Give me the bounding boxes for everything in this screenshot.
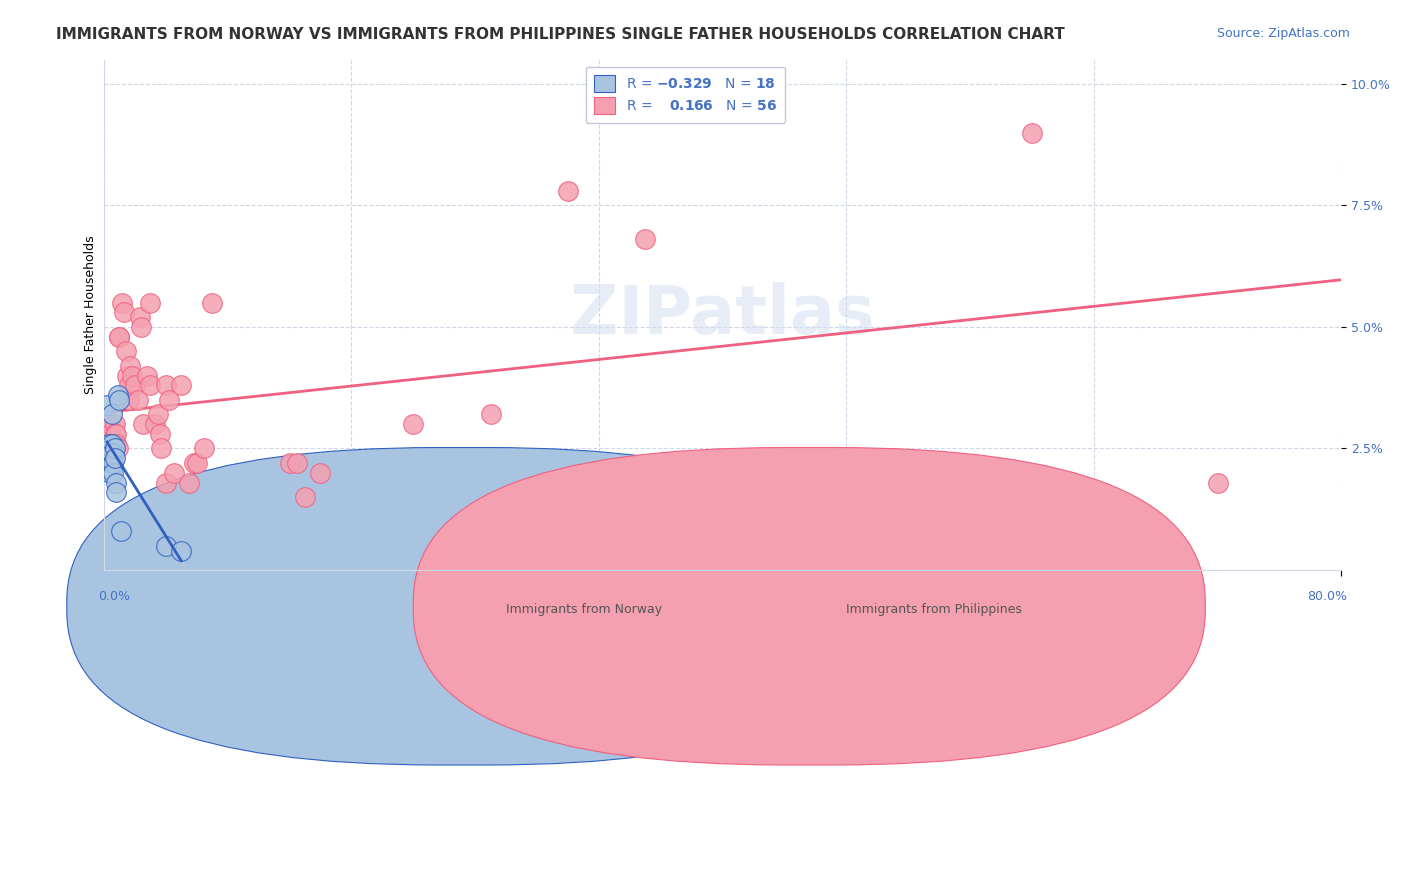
Point	[1206, 475, 1229, 490]
Point	[136, 368, 159, 383]
Point	[127, 392, 149, 407]
Point	[121, 368, 143, 383]
Point	[139, 295, 162, 310]
Point	[118, 392, 141, 407]
Point	[98, 417, 121, 432]
Point	[107, 442, 129, 456]
Point	[183, 456, 205, 470]
Point	[103, 456, 125, 470]
Point	[103, 456, 125, 470]
Point	[177, 475, 200, 490]
Point	[170, 378, 193, 392]
Point	[155, 378, 177, 392]
Point	[186, 456, 208, 470]
Point	[285, 456, 308, 470]
Point	[104, 417, 127, 432]
Text: Immigrants from Norway: Immigrants from Norway	[506, 603, 662, 616]
Point	[110, 524, 132, 538]
Point	[162, 466, 184, 480]
Point	[96, 398, 118, 412]
Point	[100, 436, 122, 450]
Point	[105, 485, 128, 500]
Point	[105, 475, 128, 490]
Point	[128, 310, 150, 325]
Point	[98, 466, 121, 480]
Point	[157, 392, 180, 407]
Point	[143, 417, 166, 432]
Point	[634, 232, 657, 246]
Point	[100, 442, 122, 456]
Legend: R = $\mathbf{-0.329}$   N = $\mathbf{18}$, R =    $\mathbf{0.166}$   N = $\mathb: R = $\mathbf{-0.329}$ N = $\mathbf{18}$,…	[586, 67, 786, 123]
Point	[103, 442, 125, 456]
Point	[114, 344, 136, 359]
Point	[96, 436, 118, 450]
Point	[309, 466, 332, 480]
Point	[108, 329, 131, 343]
Point	[170, 543, 193, 558]
Point	[105, 426, 128, 441]
Point	[100, 446, 122, 460]
Point	[129, 320, 152, 334]
Point	[131, 417, 153, 432]
Point	[149, 426, 172, 441]
Point	[105, 436, 128, 450]
Point	[557, 184, 579, 198]
Point	[100, 436, 122, 450]
Y-axis label: Single Father Households: Single Father Households	[84, 235, 97, 394]
Point	[97, 436, 120, 450]
Point	[118, 378, 141, 392]
Point	[108, 392, 131, 407]
Point	[115, 368, 138, 383]
Text: Immigrants from Philippines: Immigrants from Philippines	[846, 603, 1022, 616]
Point	[124, 378, 146, 392]
Point	[112, 305, 135, 319]
FancyBboxPatch shape	[67, 448, 859, 765]
Point	[278, 456, 301, 470]
Point	[103, 466, 125, 480]
Point	[111, 295, 134, 310]
Point	[150, 442, 173, 456]
Point	[98, 456, 121, 470]
Point	[294, 490, 316, 504]
Point	[139, 378, 162, 392]
Text: IMMIGRANTS FROM NORWAY VS IMMIGRANTS FROM PHILIPPINES SINGLE FATHER HOUSEHOLDS C: IMMIGRANTS FROM NORWAY VS IMMIGRANTS FRO…	[56, 27, 1064, 42]
Point	[97, 442, 120, 456]
Point	[155, 475, 177, 490]
Point	[402, 417, 425, 432]
FancyBboxPatch shape	[413, 448, 1205, 765]
Point	[1021, 126, 1043, 140]
Point	[100, 408, 122, 422]
Point	[107, 388, 129, 402]
Point	[98, 426, 121, 441]
Text: Source: ZipAtlas.com: Source: ZipAtlas.com	[1216, 27, 1350, 40]
Point	[120, 359, 142, 373]
Point	[479, 408, 502, 422]
Point	[104, 442, 127, 456]
Text: 0.0%: 0.0%	[98, 591, 129, 604]
Point	[146, 408, 169, 422]
Text: ZIPatlas: ZIPatlas	[571, 282, 875, 348]
Point	[97, 446, 120, 460]
Point	[108, 329, 131, 343]
Point	[201, 295, 224, 310]
Point	[104, 426, 127, 441]
Point	[155, 539, 177, 553]
Point	[104, 451, 127, 466]
Point	[193, 442, 215, 456]
Text: 80.0%: 80.0%	[1308, 591, 1347, 604]
